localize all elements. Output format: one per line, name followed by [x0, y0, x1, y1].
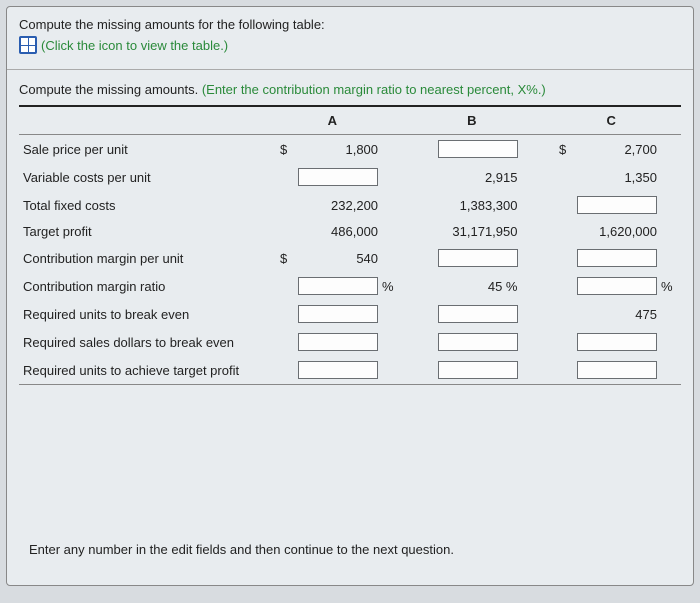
units_target-c-input[interactable] — [577, 361, 657, 379]
var_costs-a-input[interactable] — [298, 168, 378, 186]
view-table-link[interactable]: (Click the icon to view the table.) — [19, 36, 228, 54]
row-label: Variable costs per unit — [19, 163, 263, 191]
row-label: Required units to achieve target profit — [19, 356, 263, 384]
header-a: A — [263, 107, 402, 135]
cm_ratio-a-input[interactable] — [298, 277, 378, 295]
units_be-c-value: 475 — [577, 307, 657, 322]
instruction-line: Compute the missing amounts. (Enter the … — [19, 82, 681, 97]
fixed_costs-c-input[interactable] — [577, 196, 657, 214]
footer-note: Enter any number in the edit fields and … — [29, 542, 454, 557]
row-label: Sale price per unit — [19, 135, 263, 164]
var_costs-b-value: 2,915 — [438, 170, 518, 185]
dollars_be-a-input[interactable] — [298, 333, 378, 351]
sale_price-b-input[interactable] — [438, 140, 518, 158]
unit-suffix: % — [661, 279, 677, 294]
dollars_be-c-input[interactable] — [577, 333, 657, 351]
target_profit-c-value: 1,620,000 — [577, 224, 657, 239]
table-icon — [19, 36, 37, 54]
header-blank — [19, 107, 263, 135]
cm_unit-a-value: 540 — [298, 251, 378, 266]
header-c: C — [542, 107, 682, 135]
currency-symbol: $ — [280, 251, 294, 266]
row-label: Required units to break even — [19, 300, 263, 328]
cm_unit-c-input[interactable] — [577, 249, 657, 267]
sale_price-c-value: 2,700 — [577, 142, 657, 157]
fixed_costs-a-value: 232,200 — [298, 198, 378, 213]
table-row: Contribution margin per unit $540 — [19, 244, 681, 272]
row-label: Target profit — [19, 219, 263, 244]
cm_ratio-b-value: 45 % — [438, 279, 518, 294]
view-table-link-text: (Click the icon to view the table.) — [41, 38, 228, 53]
cm_unit-b-input[interactable] — [438, 249, 518, 267]
worksheet-panel: Compute the missing amounts for the foll… — [6, 6, 694, 586]
row-label: Contribution margin per unit — [19, 244, 263, 272]
instruction-prefix: Compute the missing amounts. — [19, 82, 202, 97]
data-table: A B C Sale price per unit $1,800 $2,700 Var… — [19, 107, 681, 384]
table-row: Target profit 486,000 31,171,950 1,620,000 — [19, 219, 681, 244]
units_be-a-input[interactable] — [298, 305, 378, 323]
row-label: Total fixed costs — [19, 191, 263, 219]
cm_ratio-c-input[interactable] — [577, 277, 657, 295]
table-row: Sale price per unit $1,800 $2,700 — [19, 135, 681, 164]
sale_price-a-value: 1,800 — [298, 142, 378, 157]
table-row: Variable costs per unit 2,915 1,350 — [19, 163, 681, 191]
intro-block: Compute the missing amounts for the foll… — [7, 7, 693, 65]
units_be-b-input[interactable] — [438, 305, 518, 323]
dollars_be-b-input[interactable] — [438, 333, 518, 351]
row-label: Contribution margin ratio — [19, 272, 263, 300]
target_profit-b-value: 31,171,950 — [438, 224, 518, 239]
units_target-a-input[interactable] — [298, 361, 378, 379]
intro-text: Compute the missing amounts for the foll… — [19, 17, 681, 32]
table-row: Required units to achieve target profit — [19, 356, 681, 384]
units_target-b-input[interactable] — [438, 361, 518, 379]
var_costs-c-value: 1,350 — [577, 170, 657, 185]
unit-suffix: % — [382, 279, 398, 294]
currency-symbol: $ — [559, 142, 573, 157]
fixed_costs-b-value: 1,383,300 — [438, 198, 518, 213]
table-row: Required sales dollars to break even — [19, 328, 681, 356]
table-row: Required units to break even 475 — [19, 300, 681, 328]
header-b: B — [402, 107, 541, 135]
row-label: Required sales dollars to break even — [19, 328, 263, 356]
table-row: Contribution margin ratio% 45 %% — [19, 272, 681, 300]
table-row: Total fixed costs 232,200 1,383,300 — [19, 191, 681, 219]
target_profit-a-value: 486,000 — [298, 224, 378, 239]
instruction-hint: (Enter the contribution margin ratio to … — [202, 82, 546, 97]
currency-symbol: $ — [280, 142, 294, 157]
